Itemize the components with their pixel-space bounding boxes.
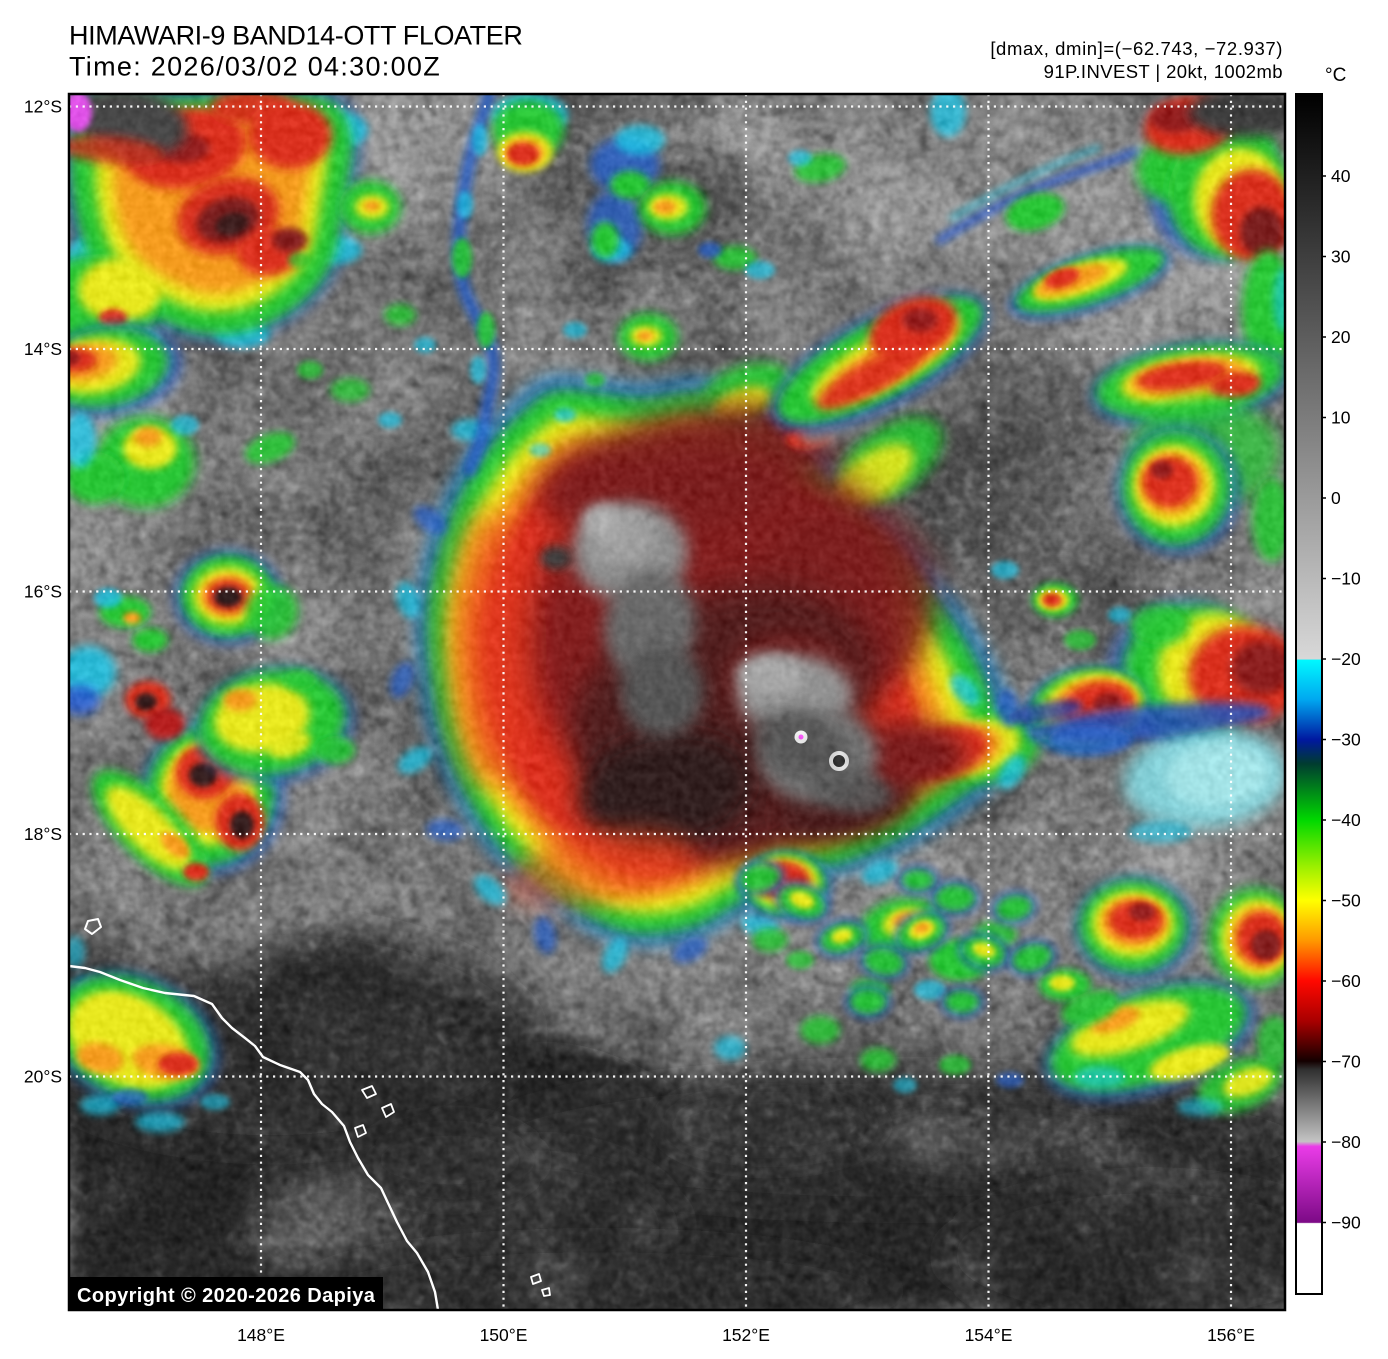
svg-text:40: 40 xyxy=(1331,166,1351,186)
svg-text:150°E: 150°E xyxy=(480,1325,528,1345)
svg-text:0: 0 xyxy=(1331,488,1341,508)
svg-text:°C: °C xyxy=(1325,65,1346,86)
svg-text:30: 30 xyxy=(1331,247,1351,267)
svg-text:16°S: 16°S xyxy=(24,582,62,602)
svg-text:−60: −60 xyxy=(1331,971,1361,991)
svg-text:−50: −50 xyxy=(1331,891,1361,911)
svg-text:Time: 2026/03/02 04:30:00Z: Time: 2026/03/02 04:30:00Z xyxy=(69,52,441,82)
svg-text:91P.INVEST | 20kt, 1002mb: 91P.INVEST | 20kt, 1002mb xyxy=(1044,61,1283,82)
svg-text:10: 10 xyxy=(1331,408,1351,428)
svg-text:−10: −10 xyxy=(1331,569,1361,589)
svg-text:14°S: 14°S xyxy=(24,339,62,359)
svg-text:−90: −90 xyxy=(1331,1213,1361,1233)
svg-text:20: 20 xyxy=(1331,327,1351,347)
svg-text:−20: −20 xyxy=(1331,649,1361,669)
svg-text:156°E: 156°E xyxy=(1207,1325,1255,1345)
svg-text:[dmax, dmin]=(−62.743, −72.937: [dmax, dmin]=(−62.743, −72.937) xyxy=(990,38,1283,59)
svg-text:Copyright © 2020-2026 Dapiya: Copyright © 2020-2026 Dapiya xyxy=(77,1285,376,1307)
svg-text:18°S: 18°S xyxy=(24,824,62,844)
svg-text:154°E: 154°E xyxy=(965,1325,1013,1345)
svg-text:−70: −70 xyxy=(1331,1052,1361,1072)
svg-text:12°S: 12°S xyxy=(24,97,62,117)
svg-text:HIMAWARI-9 BAND14-OTT FLOATER: HIMAWARI-9 BAND14-OTT FLOATER xyxy=(69,21,522,51)
svg-text:−40: −40 xyxy=(1331,810,1361,830)
svg-text:148°E: 148°E xyxy=(237,1325,285,1345)
svg-text:−80: −80 xyxy=(1331,1132,1361,1152)
svg-text:20°S: 20°S xyxy=(24,1067,62,1087)
svg-text:152°E: 152°E xyxy=(722,1325,770,1345)
svg-text:−30: −30 xyxy=(1331,730,1361,750)
